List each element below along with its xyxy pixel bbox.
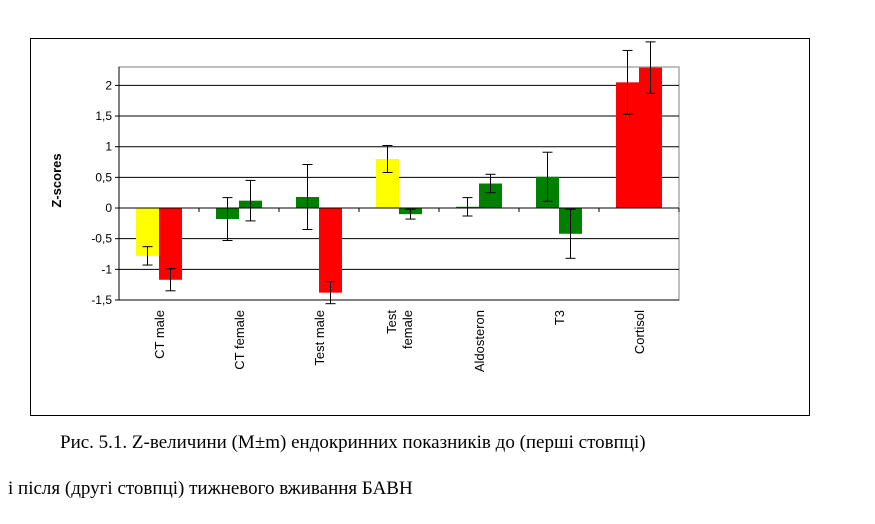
chart-frame: 2 1,5 1 0,5 0 -0,5 -1 -1,5 Z-scores CT male CT fem… [30,38,810,416]
bar-chart: 2 1,5 1 0,5 0 -0,5 -1 -1,5 Z-scores CT male CT fem… [49,41,680,372]
x-category-label: CT male [152,310,167,359]
y-tick-label: -0,5 [91,232,112,246]
x-category-label: Cortisol [632,310,647,354]
x-category-label-line: CT female [232,310,247,370]
bar [159,208,182,280]
x-category-label-line: Test [384,310,399,334]
x-category-label: Aldosteron [472,310,487,372]
y-tick-label: 0,5 [95,170,112,184]
y-tick-label: -1 [101,262,112,276]
bar [616,82,639,209]
y-tick-label: 0 [105,201,112,215]
x-category-label-line: T3 [552,310,567,325]
bar [136,208,159,256]
x-category-label: CT female [232,310,247,370]
caption-line-2: і після (другі стовпці) тижневого вживан… [8,478,413,499]
x-category-label: Test male [312,310,327,366]
caption-line-1: Рис. 5.1. Z-величини (M±m) ендокринних п… [60,432,646,453]
y-tick-label: 1,5 [95,109,112,123]
x-category-label-line: Aldosteron [472,310,487,372]
x-category-label: T3 [552,310,567,325]
bar [639,67,662,209]
x-category-label-line: Test male [312,310,327,366]
x-category-label-line: Cortisol [632,310,647,354]
bar [479,183,502,209]
x-category-label: Testfemale [384,310,415,349]
bar [376,158,399,209]
y-tick-label: -1,5 [91,293,112,307]
y-axis-title: Z-scores [49,153,64,207]
x-category-label-line: CT male [152,310,167,359]
bar [319,208,342,293]
x-category-label-line: female [400,310,415,349]
y-tick-label: 2 [105,78,112,92]
y-tick-label: 1 [105,140,112,154]
